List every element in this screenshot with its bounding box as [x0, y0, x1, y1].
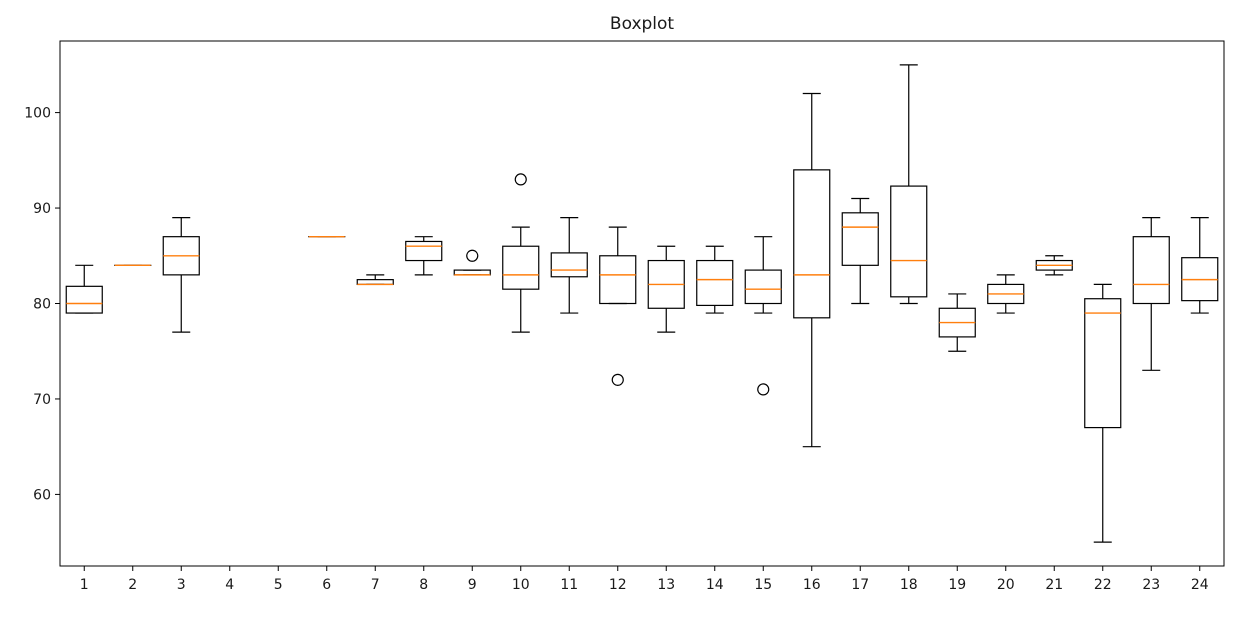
x-tick-label: 6	[322, 577, 331, 593]
x-tick-label: 21	[1045, 577, 1063, 593]
outlier-point	[757, 383, 770, 396]
x-tick-label: 2	[128, 577, 137, 593]
x-tick-label: 3	[177, 577, 186, 593]
box	[1084, 298, 1122, 429]
box	[1132, 236, 1170, 305]
x-tick-label: 5	[274, 577, 283, 593]
outlier-point	[514, 173, 527, 186]
box	[744, 269, 782, 305]
box	[599, 255, 637, 305]
x-tick-label: 7	[371, 577, 380, 593]
box	[841, 212, 879, 266]
y-tick-label: 90	[33, 201, 51, 217]
x-tick-label: 12	[609, 577, 627, 593]
x-tick-label: 4	[225, 577, 234, 593]
box	[502, 245, 540, 290]
x-tick-label: 23	[1142, 577, 1160, 593]
box	[890, 185, 928, 298]
box	[550, 252, 588, 278]
box	[696, 259, 734, 307]
x-tick-label: 24	[1191, 577, 1209, 593]
x-tick-label: 13	[657, 577, 675, 593]
y-tick-label: 70	[33, 392, 51, 408]
x-tick-label: 16	[803, 577, 821, 593]
outlier-point	[466, 249, 479, 262]
x-tick-label: 14	[706, 577, 724, 593]
x-tick-label: 8	[419, 577, 428, 593]
box	[65, 285, 103, 314]
outlier-point	[611, 373, 624, 386]
y-tick-label: 100	[24, 106, 51, 122]
box	[405, 240, 443, 262]
x-tick-label: 1	[80, 577, 89, 593]
box	[793, 169, 831, 319]
x-tick-label: 17	[851, 577, 869, 593]
y-tick-label: 60	[33, 487, 51, 503]
x-tick-label: 15	[754, 577, 772, 593]
x-tick-label: 19	[948, 577, 966, 593]
x-tick-label: 18	[900, 577, 918, 593]
x-tick-label: 10	[512, 577, 530, 593]
y-tick-label: 80	[33, 297, 51, 313]
x-tick-label: 11	[560, 577, 578, 593]
axes-frame	[59, 40, 1225, 567]
x-tick-label: 22	[1094, 577, 1112, 593]
x-tick-label: 9	[468, 577, 477, 593]
x-tick-label: 20	[997, 577, 1015, 593]
chart-title: Boxplot	[610, 14, 675, 34]
